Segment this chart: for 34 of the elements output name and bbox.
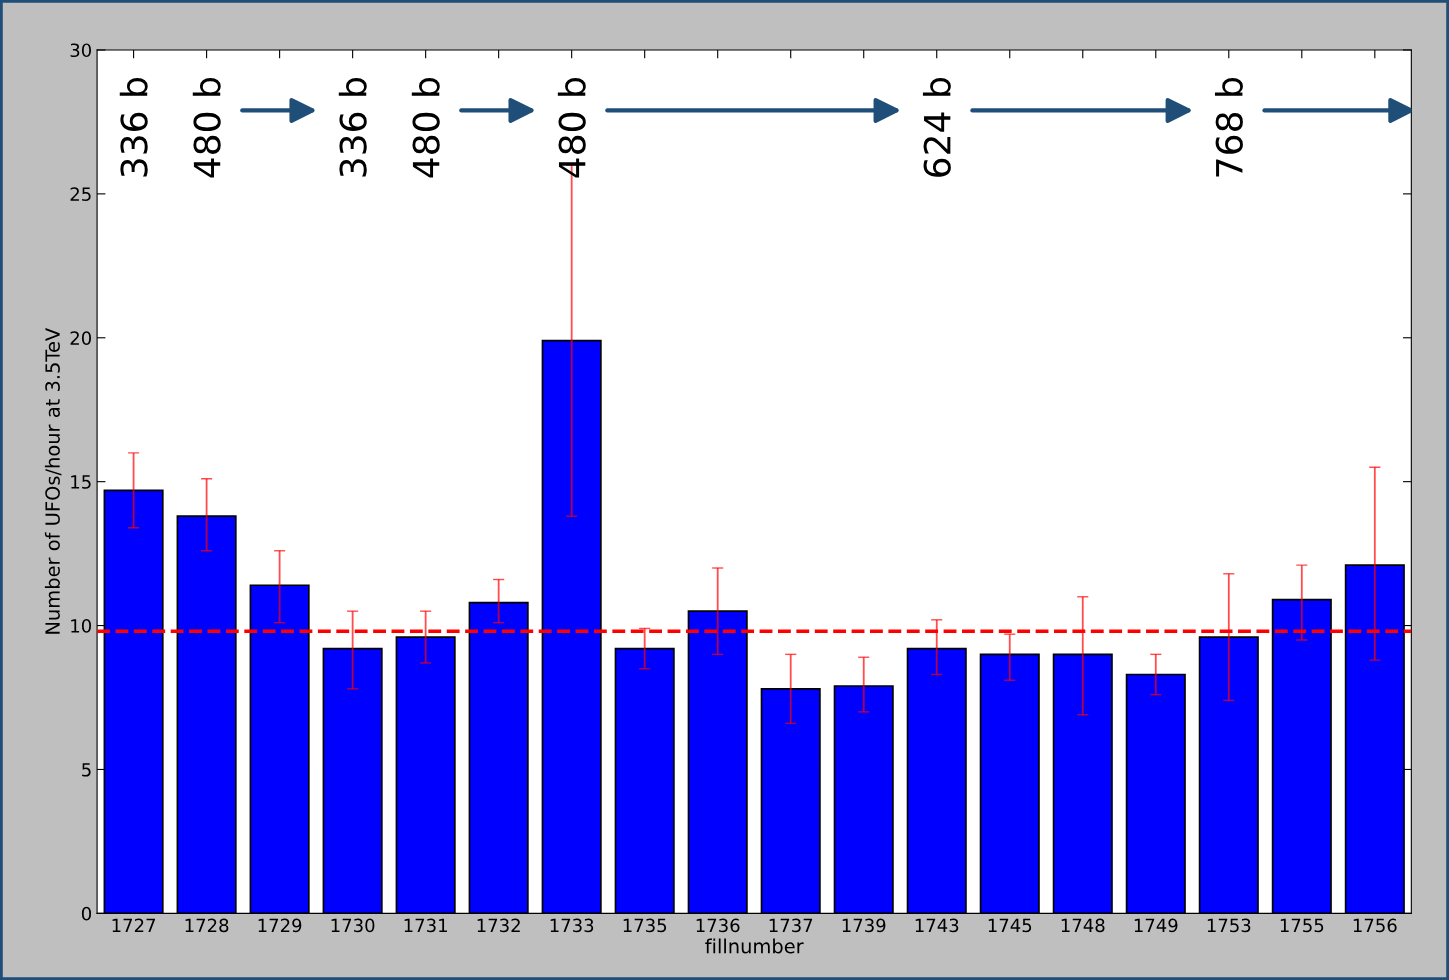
x-tick-label: 1748: [1061, 918, 1105, 933]
y-tick-label: 10: [71, 619, 92, 633]
y-tick-label: 25: [70, 187, 91, 201]
x-tick-label: 1732: [477, 918, 520, 933]
x-tick-label: 1737: [769, 918, 813, 933]
x-tick-label: 1756: [1353, 918, 1397, 933]
x-tick-label: 1730: [331, 918, 375, 933]
x-tick-label: 1753: [1207, 918, 1251, 933]
y-axis-title: Number of UFOs/hour at 3.5TeV: [44, 327, 62, 634]
x-axis-title: fillnumber: [705, 938, 804, 954]
x-tick-label: 1729: [258, 918, 302, 933]
x-tick-label: 1733: [550, 918, 594, 933]
x-tick-label: 1735: [623, 918, 667, 933]
x-tick-label: 1739: [842, 918, 886, 933]
y-tick-label: 15: [71, 475, 91, 489]
y-tick-label: 20: [70, 331, 92, 345]
annotation: 480 b: [192, 77, 221, 178]
x-tick-label: 1743: [915, 918, 959, 933]
x-tick-label: 1731: [404, 918, 447, 933]
y-tick-label: 5: [82, 763, 91, 777]
annotation: 624 b: [922, 77, 951, 177]
annotation: 336 b: [338, 77, 367, 177]
annotation: 480 b: [557, 77, 586, 178]
annotation: 768 b: [1214, 77, 1243, 177]
x-tick-label: 1745: [988, 918, 1032, 933]
x-tick-label: 1749: [1134, 918, 1178, 933]
annotation: 336 b: [119, 77, 148, 177]
x-tick-label: 1736: [696, 918, 740, 933]
x-tick-label: 1727: [112, 918, 156, 932]
annotation: 480 b: [411, 77, 440, 178]
y-tick-label: 30: [70, 43, 92, 58]
y-tick-label: 0: [81, 906, 92, 921]
x-tick-label: 1728: [185, 918, 229, 933]
x-tick-label: 1755: [1280, 918, 1324, 933]
